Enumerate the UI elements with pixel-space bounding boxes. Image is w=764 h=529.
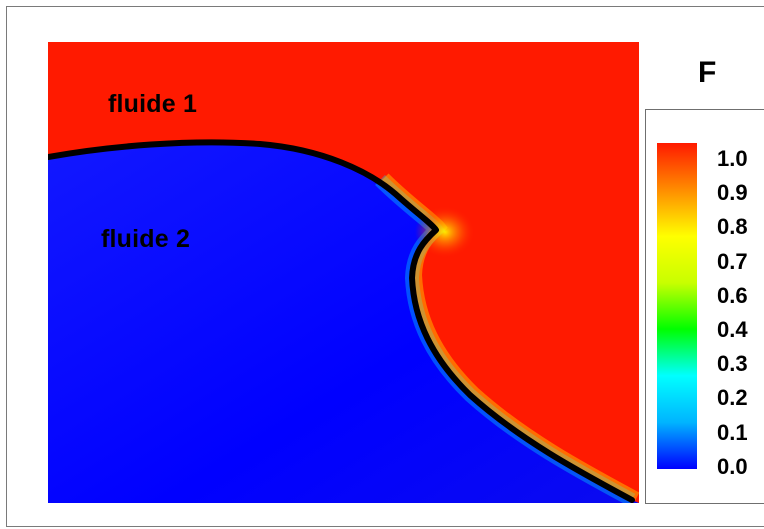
colorbar-tick-label: 0.8 [717,214,748,240]
figure-frame [6,6,764,527]
colorbar-tick-label: 0.0 [717,453,748,479]
fluid1-label: fluide 1 [108,90,198,118]
colorbar-tick-label: 0.2 [717,385,748,411]
colorbar-tick-label: 1.0 [717,146,748,171]
interface-tip-glow [415,206,475,258]
colorbar-tick-label: 0.1 [717,419,748,445]
colorbar-tick-label: 0.7 [717,248,748,274]
colorbar-tick-label: 0.3 [717,351,748,377]
colorbar [657,143,697,469]
colorbar-tick-label: 0.6 [717,282,748,308]
interface-contour [48,139,635,503]
fluid2-region [48,142,639,503]
colorbar-title: F [698,56,717,89]
fluid2-label: fluide 2 [101,225,191,253]
colorbar-tick-label: 0.4 [717,317,748,342]
colorbar-tick-label: 0.9 [717,180,748,206]
